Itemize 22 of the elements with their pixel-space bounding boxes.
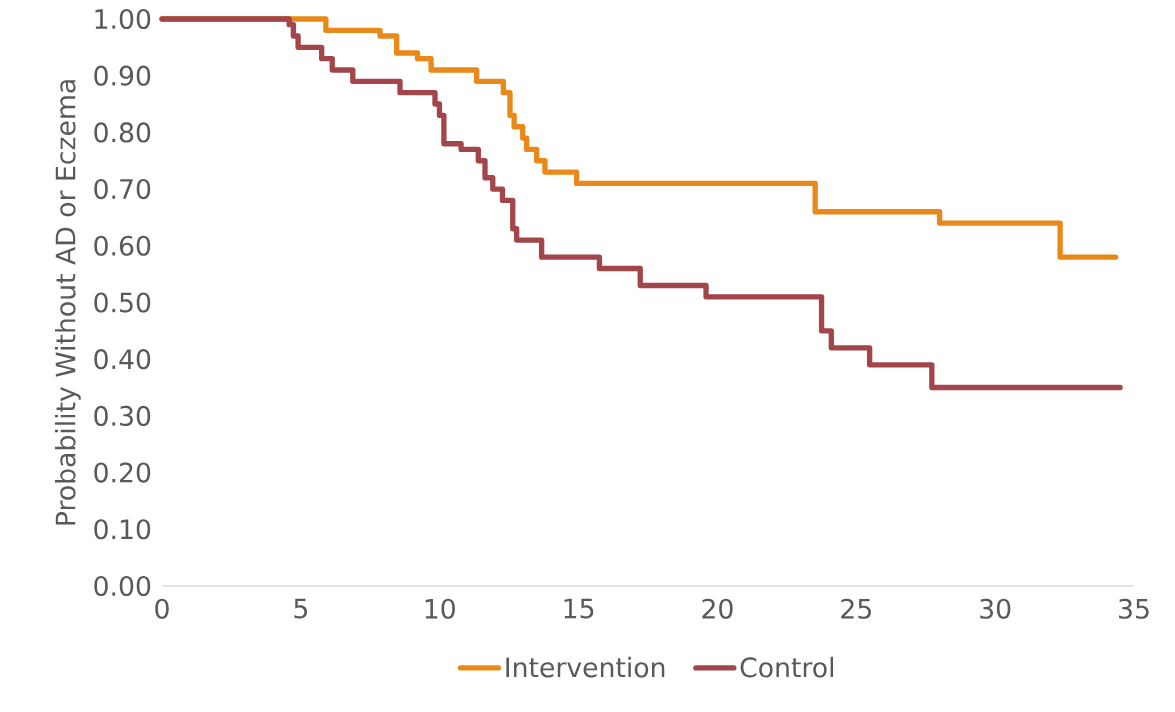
legend-label: Control bbox=[740, 656, 834, 678]
y-tick-label: 1.00 bbox=[95, 8, 151, 30]
x-tick-label: 0 bbox=[155, 598, 169, 619]
y-tick-label: 0.40 bbox=[94, 349, 151, 370]
x-tick-label: 15 bbox=[564, 598, 594, 619]
y-axis-title: Probability Without AD or Eczema bbox=[54, 80, 81, 525]
y-tick-label: 0.10 bbox=[94, 519, 151, 540]
x-tick-label: 35 bbox=[1119, 598, 1149, 619]
legend-label: Intervention bbox=[506, 656, 665, 678]
x-tick-label: 5 bbox=[294, 598, 308, 619]
x-tick-label: 20 bbox=[702, 598, 733, 619]
x-tick-label: 10 bbox=[425, 598, 455, 619]
y-tick-label: 0.00 bbox=[94, 575, 151, 597]
y-tick-label: 0.20 bbox=[94, 462, 151, 483]
y-tick-label: 0.90 bbox=[94, 65, 151, 86]
y-tick-label: 0.30 bbox=[94, 405, 151, 426]
y-tick-label: 0.80 bbox=[94, 122, 151, 143]
y-tick-label: 0.50 bbox=[94, 292, 151, 313]
x-tick-label: 30 bbox=[980, 598, 1011, 619]
y-tick-label: 0.60 bbox=[94, 235, 151, 256]
y-tick-label: 0.70 bbox=[94, 179, 151, 200]
x-tick-label: 25 bbox=[841, 598, 871, 619]
